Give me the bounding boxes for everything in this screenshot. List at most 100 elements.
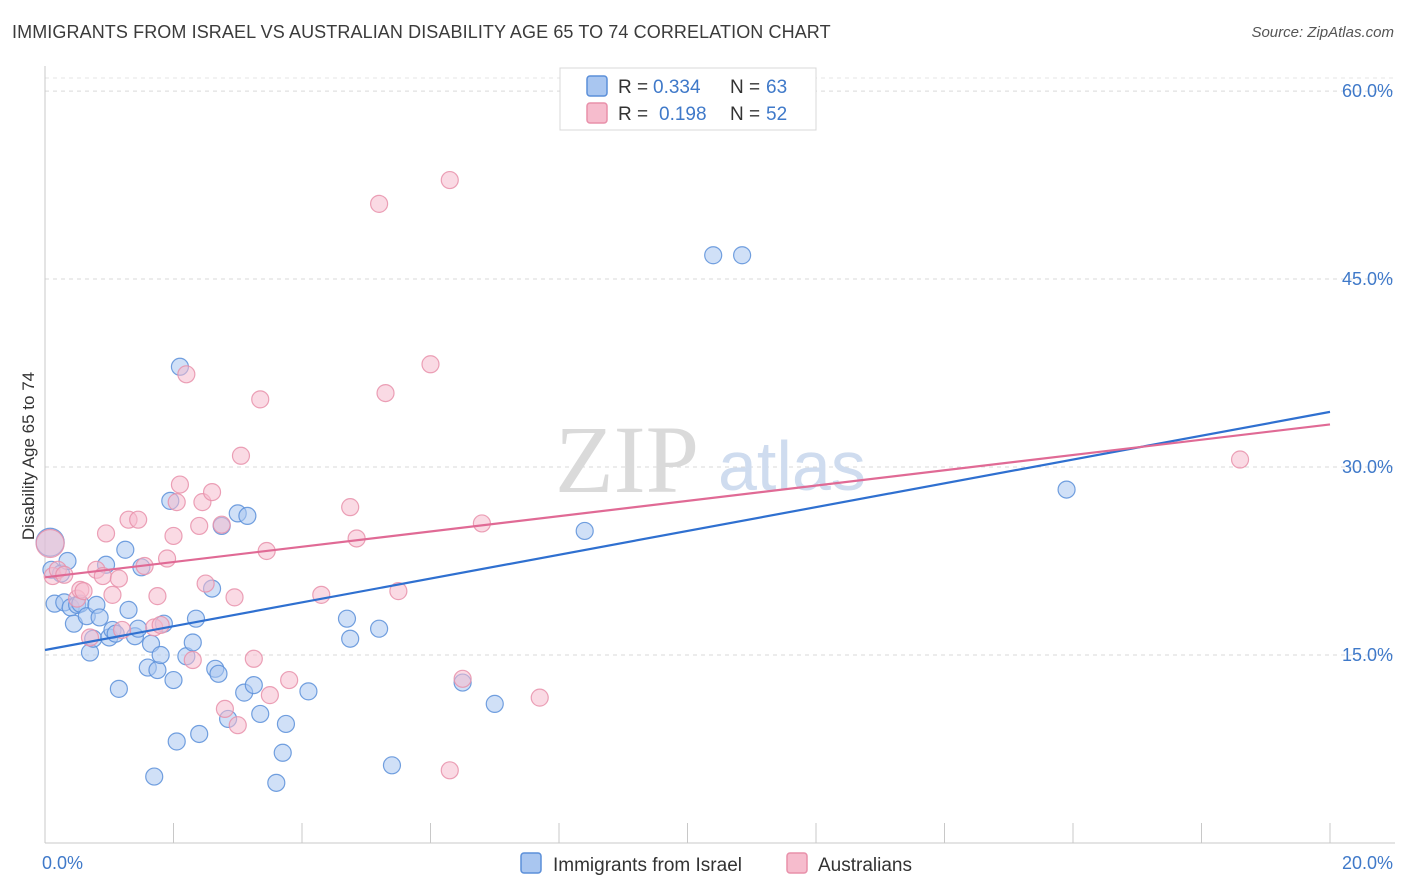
australians-point-50 <box>472 514 491 533</box>
australians-point-46 <box>421 355 440 374</box>
israel-point-58 <box>485 694 504 713</box>
legend-n-label-israel: N = <box>730 77 760 98</box>
israel-point-20 <box>116 540 135 559</box>
australians-point-0 <box>35 528 65 559</box>
y-tick-label-0: 15.0% <box>1342 645 1393 665</box>
australians-point-21 <box>164 526 183 546</box>
israel-point-27 <box>145 767 164 786</box>
australians-point-15 <box>129 510 148 529</box>
watermark-atlas: atlas <box>718 427 866 505</box>
australians-point-47 <box>440 170 459 190</box>
chart-title: IMMIGRANTS FROM ISRAEL VS AUSTRALIAN DIS… <box>12 22 831 42</box>
australians-point-11 <box>103 585 122 604</box>
australians-point-48 <box>440 761 459 780</box>
israel-point-36 <box>183 633 202 652</box>
israel-point-37 <box>186 609 206 628</box>
australians-point-49 <box>453 669 472 688</box>
australians-point-30 <box>212 515 231 534</box>
australians-point-22 <box>167 493 186 512</box>
australians-point-41 <box>341 498 360 517</box>
australians-point-18 <box>148 587 167 606</box>
israel-point-28 <box>148 660 167 680</box>
israel-point-46 <box>238 506 257 526</box>
israel-point-21 <box>119 600 138 620</box>
australians-point-31 <box>215 699 234 719</box>
australians-point-25 <box>183 650 202 670</box>
australians-point-44 <box>376 383 395 403</box>
legend-n-value-australians: 52 <box>766 104 787 125</box>
israel-point-47 <box>244 675 263 695</box>
israel-point-55 <box>370 619 389 638</box>
legend-r-value-israel: 0.334 <box>653 77 701 98</box>
israel-point-60 <box>704 246 723 265</box>
israel-point-49 <box>267 773 286 792</box>
series-israel-points <box>35 246 1076 792</box>
legend-n-label-australians: N = <box>730 104 760 125</box>
australians-point-51 <box>530 688 549 707</box>
australians-point-36 <box>251 390 270 409</box>
legend-r-label-israel: R = <box>618 77 648 98</box>
israel-point-48 <box>251 704 270 724</box>
legend-n-value-israel: 63 <box>766 77 787 98</box>
australians-point-29 <box>202 482 222 502</box>
israel-point-19 <box>109 679 128 698</box>
australians-point-33 <box>228 716 247 735</box>
legend: R = 0.334 N = 63 R = 0.198 N = 52 <box>559 67 817 131</box>
x-tick-label-1: 20.0% <box>1342 853 1393 873</box>
israel-point-56 <box>382 756 402 775</box>
x-tick-labels: 0.0% 20.0% <box>42 853 1393 873</box>
australians-trend-line <box>44 423 1331 579</box>
bottom-legend: Immigrants from Israel Australians <box>520 852 912 876</box>
axes <box>44 66 1395 844</box>
israel-point-14 <box>90 608 109 627</box>
australians-point-10 <box>96 524 116 543</box>
bottom-legend-swatch-australians <box>786 852 808 874</box>
watermark-zip: ZIP <box>555 406 699 513</box>
source-label: Source: ZipAtlas.com <box>1251 24 1394 41</box>
australians-point-45 <box>389 582 408 601</box>
y-tick-label-3: 60.0% <box>1342 81 1393 101</box>
israel-point-62 <box>1057 480 1076 499</box>
israel-point-53 <box>337 609 357 628</box>
y-tick-label-1: 30.0% <box>1342 457 1393 477</box>
gridlines <box>45 77 1395 656</box>
watermark: ZIP atlas <box>555 406 866 513</box>
legend-r-value-australians: 0.198 <box>659 104 707 125</box>
x-tick-label-0: 0.0% <box>42 853 83 873</box>
israel-point-38 <box>190 724 209 744</box>
australians-point-32 <box>225 588 244 607</box>
israel-trend-line <box>44 410 1331 652</box>
australians-point-34 <box>231 446 251 465</box>
legend-swatch-israel <box>586 75 608 97</box>
bottom-legend-label-australians: Australians <box>818 855 912 876</box>
israel-point-29 <box>151 645 170 665</box>
legend-r-label-australians: R = <box>618 104 648 125</box>
series-australians-points <box>35 170 1250 780</box>
legend-swatch-australians <box>586 102 608 124</box>
israel-point-54 <box>341 629 360 648</box>
australians-point-6 <box>74 582 93 601</box>
y-tick-label-2: 45.0% <box>1342 269 1393 289</box>
y-tick-labels: 15.0% 30.0% 45.0% 60.0% <box>1342 81 1393 665</box>
israel-point-51 <box>276 714 296 734</box>
bottom-legend-label-israel: Immigrants from Israel <box>553 855 742 876</box>
bottom-legend-swatch-israel <box>520 852 542 874</box>
israel-point-32 <box>164 670 183 690</box>
trend-lines <box>44 410 1331 652</box>
australians-point-23 <box>170 475 190 494</box>
israel-point-61 <box>733 246 752 265</box>
israel-point-41 <box>209 664 228 683</box>
australians-point-35 <box>244 649 263 668</box>
australians-point-39 <box>280 670 299 690</box>
australians-point-26 <box>190 516 209 536</box>
australians-point-12 <box>109 569 128 588</box>
australians-point-28 <box>196 574 215 593</box>
israel-point-50 <box>273 743 292 762</box>
israel-point-33 <box>167 732 186 751</box>
y-axis-label: Disability Age 65 to 74 <box>19 372 38 540</box>
australians-point-24 <box>177 365 196 384</box>
australians-point-43 <box>370 194 389 213</box>
australians-point-19 <box>151 615 170 635</box>
australians-point-52 <box>1230 450 1250 469</box>
